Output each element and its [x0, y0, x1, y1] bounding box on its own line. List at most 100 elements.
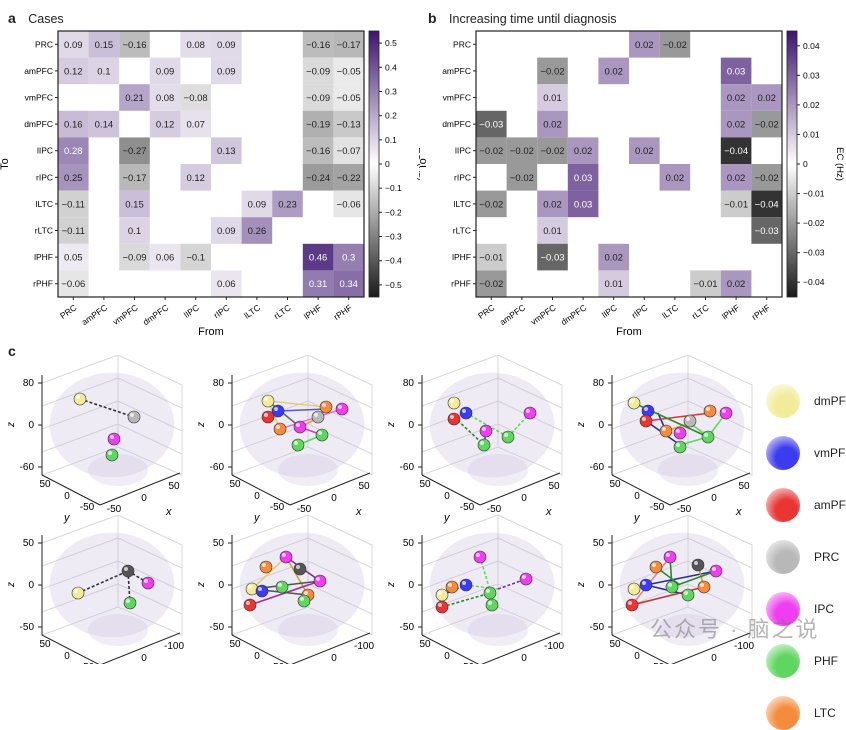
- grid-line: [611, 560, 689, 590]
- left-axis-tick-label: 50: [419, 479, 431, 490]
- heatmap-cell: [302, 243, 334, 271]
- grid-line: [421, 583, 499, 613]
- heatmap-cell-label: 0.02: [727, 93, 746, 104]
- heatmap-cell: [211, 270, 242, 297]
- node-highlight: [668, 583, 672, 587]
- heatmap-cell-label: −0.02: [663, 40, 687, 51]
- heatmap-cell-label: −0.07: [337, 146, 361, 157]
- region-node: [243, 598, 257, 612]
- region-node: [479, 424, 493, 438]
- right-axis-label: x: [545, 506, 552, 518]
- node-highlight: [700, 583, 704, 587]
- heatmap-cell: [333, 164, 364, 191]
- right-axis-tick-label: -50: [487, 504, 502, 515]
- grid-line: [687, 400, 753, 432]
- region-node: [73, 392, 87, 406]
- left-axis-tick-label: 50: [609, 639, 621, 650]
- grid-line: [231, 377, 309, 407]
- x-tick-label: rPHF: [750, 302, 772, 322]
- region-node: [447, 396, 461, 410]
- axis-right: [669, 472, 751, 506]
- left-axis-tick-label: -50: [460, 502, 475, 513]
- node-highlight: [338, 405, 342, 409]
- node-highlight: [276, 425, 280, 429]
- heatmap-cell-label: −0.09: [306, 66, 330, 77]
- connection-edge: [279, 408, 327, 412]
- heatmap-cell: [58, 217, 89, 244]
- connection-edge: [479, 556, 493, 598]
- y-tick-label: rPHF: [33, 279, 53, 289]
- heatmap-cell-label: −0.04: [724, 146, 748, 157]
- heatmap-cell-label: −0.19: [306, 120, 330, 131]
- colorbar-tick-label: −0.04: [803, 277, 825, 287]
- heatmap-cell-label: 0.02: [666, 173, 685, 184]
- node-highlight: [264, 397, 268, 401]
- heatmap-cell-label: −0.06: [61, 279, 85, 290]
- right-axis-tick-label: 0: [711, 653, 717, 664]
- brain-plot: 80 0 -60 z 50 0 -50 -50 0 50 y x: [576, 355, 753, 524]
- node-highlight: [300, 597, 304, 601]
- region-node: [445, 580, 459, 594]
- heatmap-cell-label: 0.1: [97, 66, 110, 77]
- region-node: [311, 410, 325, 424]
- region-node: [291, 438, 305, 452]
- heatmap-cell-label: 0.09: [217, 40, 236, 51]
- y-tick-label: lIPC: [455, 146, 471, 156]
- heatmap-cell: [751, 190, 782, 218]
- heatmap-cell-label: 0.09: [64, 40, 83, 51]
- z-axis-label: z: [196, 582, 207, 588]
- x-tick-label: vmPFC: [111, 302, 140, 326]
- heatmap-cell-label: −0.03: [479, 120, 503, 131]
- z-tick-label: 0: [218, 420, 224, 431]
- left-axis-tick-label: 0: [634, 491, 640, 502]
- node-highlight: [462, 409, 466, 413]
- region-node: [459, 578, 473, 592]
- heatmap-cell-label: −0.17: [122, 173, 146, 184]
- node-highlight: [448, 583, 452, 587]
- z-tick-label: -50: [590, 622, 605, 633]
- heatmap-cell: [211, 217, 242, 244]
- z-tick-label: 50: [403, 538, 415, 549]
- heatmap-cell: [180, 164, 211, 191]
- heatmap-cell-label: 0.02: [543, 120, 562, 131]
- heatmap-cell-label: 0.02: [604, 253, 623, 264]
- node-highlight: [486, 589, 490, 593]
- colorbar-tick-label: 0.04: [803, 41, 820, 51]
- heatmap-cell-label: 0.26: [248, 226, 267, 237]
- node-highlight: [274, 407, 278, 411]
- heatmap-cell: [506, 137, 538, 164]
- heatmap-cell: [537, 217, 568, 244]
- x-tick-label: rLTC: [690, 302, 711, 321]
- heatmap-cell: [720, 137, 752, 164]
- brain-plot: 80 0 -60 z 50 0 -50 -50 0 50 y x: [196, 355, 373, 524]
- brain-stem: [88, 614, 148, 646]
- y-tick-label: amPFC: [442, 66, 471, 76]
- node-highlight: [262, 563, 266, 567]
- left-axis-tick-label: 0: [444, 491, 450, 502]
- right-axis-tick-label: 50: [168, 481, 180, 492]
- node-highlight: [318, 431, 322, 435]
- colorbar-tick-label: 0.02: [803, 100, 820, 110]
- node-highlight: [476, 553, 480, 557]
- colorbar-tick-label: −0.5: [385, 280, 402, 290]
- heatmap-cell-label: −0.13: [337, 120, 361, 131]
- node-highlight: [662, 427, 666, 431]
- y-tick-label: lPHF: [34, 252, 53, 262]
- heatmap-cell-label: −0.16: [306, 40, 330, 51]
- connection-edge: [441, 592, 491, 608]
- node-highlight: [246, 601, 250, 605]
- node-highlight: [462, 581, 466, 585]
- node-highlight: [294, 441, 298, 445]
- region-node: [259, 560, 273, 574]
- region-node: [673, 426, 687, 440]
- axis-left: [611, 474, 671, 506]
- connection-edge: [79, 398, 135, 418]
- connection-edge: [251, 556, 287, 590]
- z-tick-label: 0: [218, 580, 224, 591]
- right-axis-tick-label: 0: [331, 493, 337, 504]
- node-highlight: [652, 563, 656, 567]
- node-highlight: [126, 599, 130, 603]
- node-highlight: [258, 587, 262, 591]
